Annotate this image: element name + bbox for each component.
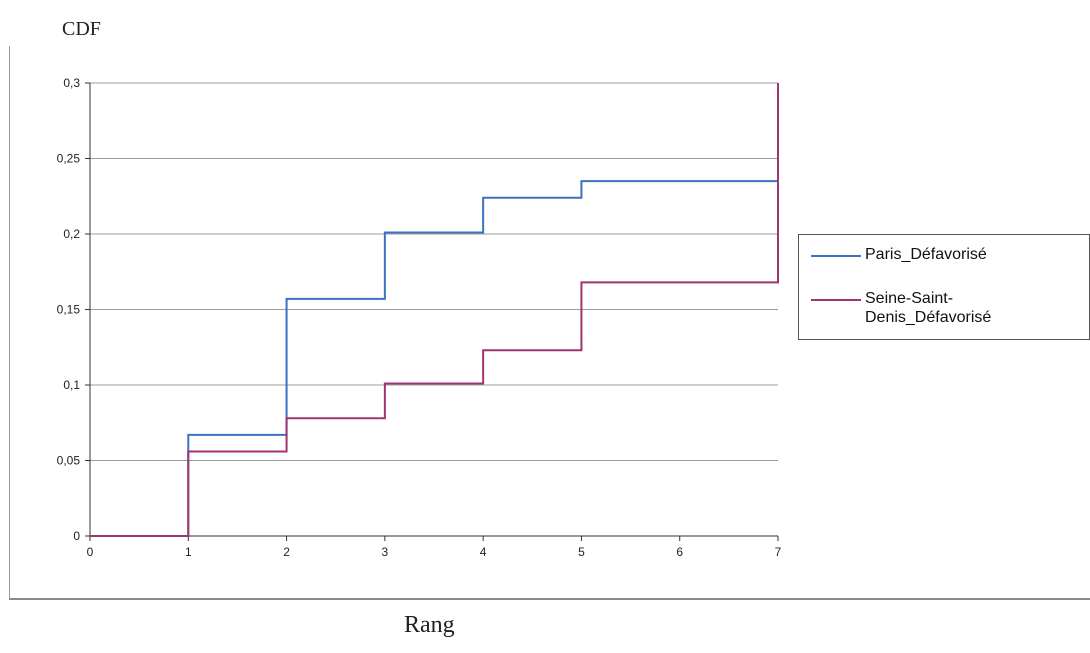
y-tick-label-2: 0,1 [63,378,80,392]
legend-swatch-seine-saint-denis [811,299,861,301]
legend-swatch-paris [811,255,861,257]
x-tick-label-3: 3 [382,545,389,559]
legend-label-seine-saint-denis: Seine-Saint- Denis_Défavorisé [865,290,992,326]
x-axis-title: Rang [404,612,455,638]
y-axis-title: CDF [62,18,101,40]
y-tick-label-3: 0,15 [57,303,81,317]
x-tick-label-1: 1 [185,545,192,559]
y-tick-label-5: 0,25 [57,152,81,166]
gridlines [90,82,778,461]
chart-frame [9,46,1090,600]
legend-item-paris: Paris_Défavorisé [811,245,1065,264]
x-tick-label-7: 7 [775,545,782,559]
y-tick-label-4: 0,2 [63,227,80,241]
y-tick-label-6: 0,3 [63,76,80,90]
x-tick-label-5: 5 [578,545,585,559]
y-tick-label-1: 0,05 [57,454,81,468]
legend: Paris_Défavorisé Seine-Saint- Denis_Défa… [798,234,1090,340]
series-lines [90,83,779,537]
axes [85,82,779,541]
x-tick-label-4: 4 [480,545,487,559]
tick-labels: 0 0,05 0,1 0,15 0,2 0,25 0,3 0 1 2 3 4 5 6 7 [57,76,782,559]
series-line-seine-saint-denis [90,83,779,537]
x-tick-label-6: 6 [676,545,683,559]
y-tick-label-0: 0 [73,529,80,543]
x-tick-label-2: 2 [283,545,290,559]
legend-label-paris: Paris_Défavorisé [865,246,987,263]
x-tick-label-0: 0 [87,545,94,559]
legend-item-seine-saint-denis: Seine-Saint- Denis_Défavorisé [811,289,1065,327]
